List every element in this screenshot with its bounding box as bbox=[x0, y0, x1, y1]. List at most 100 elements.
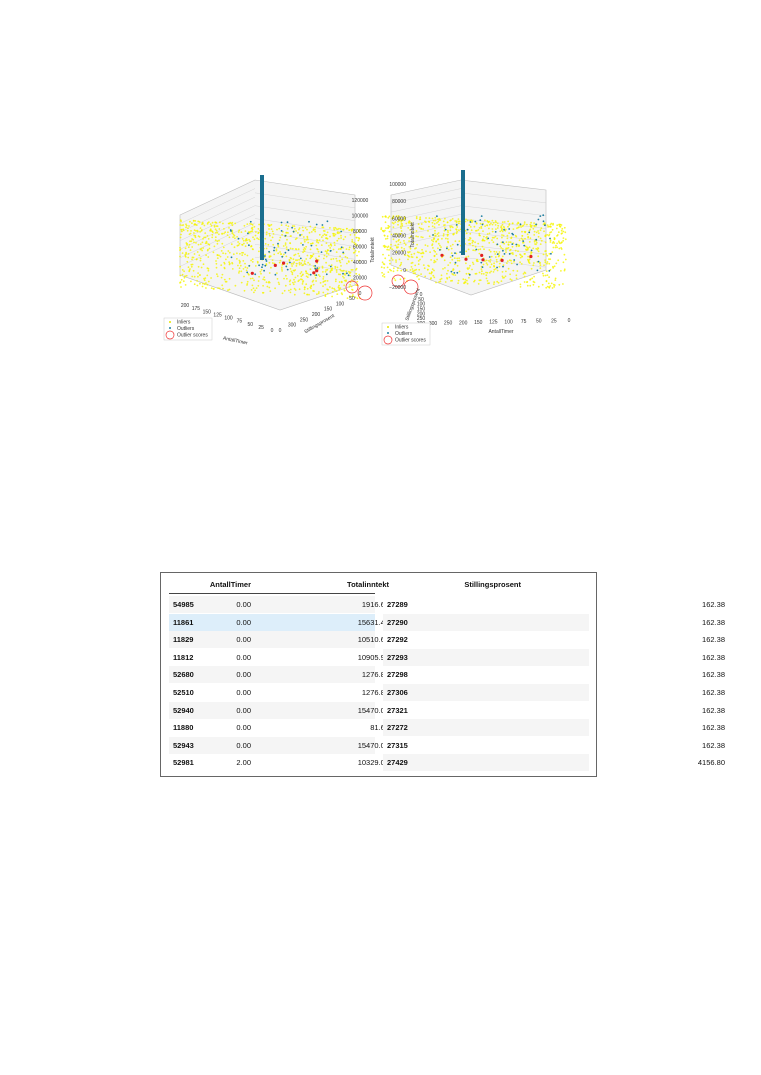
inlier-point bbox=[244, 230, 247, 232]
inlier-point bbox=[228, 277, 231, 280]
inlier-point bbox=[432, 274, 435, 277]
inlier-point bbox=[351, 288, 353, 291]
inlier-point bbox=[481, 245, 484, 248]
inlier-point bbox=[428, 272, 431, 275]
table-row bbox=[383, 684, 589, 701]
inlier-point bbox=[338, 227, 340, 230]
inlier-point bbox=[388, 249, 390, 251]
outlier-point bbox=[265, 260, 268, 262]
inlier-point bbox=[381, 215, 384, 218]
outlier-point bbox=[309, 273, 312, 276]
inlier-point bbox=[523, 275, 526, 278]
inlier-point bbox=[203, 283, 206, 286]
inlier-point bbox=[494, 220, 497, 222]
inlier-point bbox=[337, 237, 340, 240]
inlier-point bbox=[287, 225, 290, 228]
inlier-point bbox=[216, 273, 218, 276]
inlier-point bbox=[517, 250, 519, 253]
inlier-point bbox=[195, 230, 197, 232]
inlier-point bbox=[283, 253, 285, 256]
inlier-point bbox=[422, 228, 424, 230]
inlier-point bbox=[408, 246, 411, 248]
inlier-point bbox=[501, 236, 503, 239]
outlier-point bbox=[263, 269, 265, 272]
inlier-point bbox=[181, 252, 184, 254]
inlier-point bbox=[431, 225, 434, 228]
inlier-point bbox=[451, 258, 454, 261]
grid-line bbox=[254, 205, 356, 221]
inlier-point bbox=[404, 254, 406, 257]
inlier-point bbox=[467, 239, 470, 241]
inlier-point bbox=[252, 287, 255, 290]
inlier-point bbox=[391, 259, 394, 261]
inlier-point bbox=[343, 284, 346, 287]
inlier-point bbox=[437, 232, 440, 234]
outlier-point bbox=[284, 251, 287, 254]
inlier-point bbox=[387, 245, 390, 248]
inlier-point bbox=[231, 261, 233, 264]
inlier-point bbox=[446, 233, 449, 236]
outlier-score bbox=[282, 261, 286, 265]
outlier-point bbox=[261, 263, 264, 266]
inlier-point bbox=[562, 239, 565, 242]
inlier-point bbox=[240, 231, 243, 233]
inlier-point bbox=[501, 275, 504, 278]
inlier-point bbox=[196, 284, 199, 287]
inlier-point bbox=[238, 267, 241, 270]
inlier-point bbox=[417, 260, 420, 262]
inlier-point bbox=[187, 246, 190, 249]
inlier-point bbox=[209, 229, 211, 232]
outlier-point bbox=[494, 231, 497, 233]
inlier-point bbox=[215, 221, 218, 224]
inlier-point bbox=[315, 280, 317, 282]
cell: 500.0 bbox=[531, 702, 761, 719]
inlier-point bbox=[415, 230, 418, 232]
inlier-point bbox=[549, 223, 552, 226]
inlier-point bbox=[395, 259, 397, 261]
inlier-point bbox=[420, 223, 423, 225]
inlier-point bbox=[265, 247, 268, 250]
inlier-point bbox=[488, 232, 491, 235]
inlier-point bbox=[477, 242, 480, 245]
inlier-point bbox=[434, 229, 436, 232]
row-index: 27289 bbox=[387, 600, 408, 609]
inlier-point bbox=[492, 221, 495, 224]
inlier-point bbox=[236, 258, 238, 260]
inlier-point bbox=[334, 280, 337, 283]
inlier-point bbox=[464, 229, 467, 232]
z-tick-label: 0 bbox=[403, 268, 406, 274]
inlier-point bbox=[505, 247, 507, 250]
inlier-point bbox=[266, 285, 269, 288]
inlier-point bbox=[346, 256, 349, 259]
inlier-point bbox=[532, 247, 535, 250]
inlier-point bbox=[434, 250, 437, 253]
inlier-point bbox=[457, 282, 459, 284]
x-tick-label: 125 bbox=[489, 320, 498, 326]
inlier-point bbox=[294, 289, 297, 291]
inlier-point bbox=[501, 271, 504, 273]
inlier-point bbox=[252, 248, 254, 251]
inlier-point bbox=[346, 262, 348, 265]
inlier-point bbox=[348, 295, 351, 298]
inlier-point bbox=[225, 258, 227, 261]
inlier-point bbox=[325, 255, 328, 258]
inlier-point bbox=[526, 233, 529, 236]
z-tick-label: 40000 bbox=[392, 234, 406, 240]
inlier-point bbox=[514, 249, 517, 252]
inlier-point bbox=[419, 216, 422, 219]
inlier-point bbox=[207, 248, 209, 251]
inlier-point bbox=[544, 235, 547, 238]
inlier-point bbox=[403, 242, 406, 244]
inlier-point bbox=[295, 230, 297, 232]
cell: 10329.00 bbox=[357, 758, 389, 768]
table-row bbox=[169, 719, 375, 737]
inlier-point bbox=[438, 223, 440, 226]
inlier-point bbox=[228, 236, 231, 239]
inlier-point bbox=[558, 247, 561, 250]
inlier-point bbox=[545, 280, 548, 282]
inlier-point bbox=[242, 260, 245, 262]
inlier-point bbox=[535, 247, 538, 250]
inlier-point bbox=[488, 242, 491, 244]
inlier-point bbox=[295, 265, 298, 267]
inlier-point bbox=[515, 254, 518, 257]
